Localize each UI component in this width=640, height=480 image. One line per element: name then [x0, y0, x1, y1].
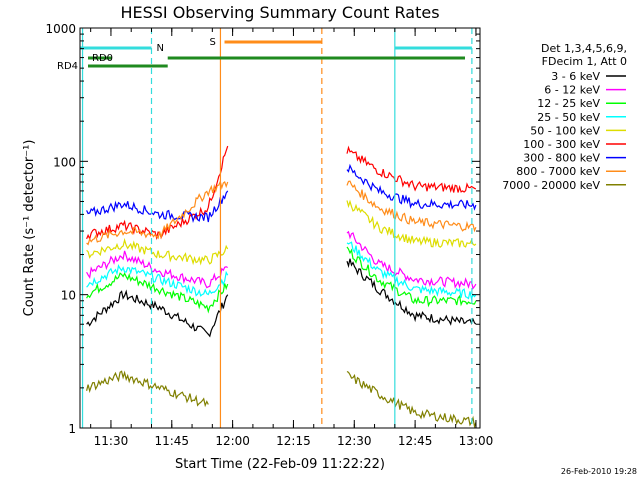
s-label: S	[209, 37, 215, 48]
markers-layer: N S RD0 RD4	[57, 28, 473, 428]
y-tick-label-0: 1	[68, 422, 76, 436]
series-line-1-seg1	[346, 230, 477, 290]
legend-label-1: 6 - 12 keV	[544, 84, 600, 97]
y-tick-label-1: 10	[61, 289, 76, 303]
series-line-5-seg1	[346, 145, 477, 194]
legend-label-5: 100 - 300 keV	[523, 138, 600, 151]
series-line-7-seg1	[346, 180, 477, 233]
series-line-0-seg1	[346, 258, 477, 326]
series-line-4-seg0	[86, 237, 229, 266]
legend-label-7: 800 - 7000 keV	[516, 165, 600, 178]
series-line-8-seg0	[86, 370, 209, 408]
x-tick-label-3: 12:15	[276, 434, 311, 448]
footnote-timestamp: 26-Feb-2010 19:28	[561, 467, 637, 476]
legend-header-2: FDecim 1, Att 0	[542, 55, 627, 68]
series-line-6-seg1	[346, 163, 477, 211]
legend-label-2: 12 - 25 keV	[537, 97, 600, 110]
series-line-5-seg0	[86, 145, 229, 241]
legend-header-1: Det 1,3,4,5,6,9,	[541, 42, 627, 55]
plot-frame	[79, 27, 481, 429]
rd0-label: RD0	[92, 53, 113, 64]
legend: Det 1,3,4,5,6,9, FDecim 1, Att 0 3 - 6 k…	[502, 42, 627, 192]
chart-title: HESSI Observing Summary Count Rates	[120, 3, 439, 22]
x-axis-label: Start Time (22-Feb-09 11:22:22)	[175, 457, 385, 472]
rd4-label: RD4	[57, 61, 78, 72]
legend-label-4: 50 - 100 keV	[530, 124, 600, 137]
x-tick-label-2: 12:00	[215, 434, 250, 448]
legend-label-3: 25 - 50 keV	[537, 111, 600, 124]
series-line-7-seg0	[86, 179, 229, 246]
x-tick-label-6: 13:00	[459, 434, 494, 448]
series-line-8-seg1	[346, 370, 477, 429]
series-line-1-seg0	[86, 250, 228, 289]
series-line-2-seg0	[86, 272, 229, 314]
x-tick-label-0: 11:30	[94, 434, 129, 448]
n-label: N	[156, 43, 163, 54]
legend-label-0: 3 - 6 keV	[551, 70, 600, 83]
series-line-2-seg1	[346, 246, 477, 308]
series-line-3-seg0	[86, 263, 229, 297]
series-line-0-seg0	[86, 289, 229, 338]
legend-label-6: 300 - 800 keV	[523, 152, 600, 165]
series-line-4-seg1	[346, 199, 477, 248]
y-axis-label: Count Rate (s⁻¹ detector⁻¹)	[22, 140, 37, 317]
x-tick-label-1: 11:45	[154, 434, 189, 448]
ticks-layer: 11:30 11:45 12:00 12:15 12:30 12:45 13:00 1 10 10…	[45, 22, 493, 448]
series-line-6-seg0	[86, 190, 229, 223]
legend-label-8: 7000 - 20000 keV	[502, 179, 600, 192]
y-tick-label-2: 100	[53, 155, 76, 169]
x-tick-label-5: 12:45	[398, 434, 433, 448]
x-tick-label-4: 12:30	[337, 434, 372, 448]
y-tick-label-3: 1000	[45, 22, 76, 36]
series-layer	[86, 145, 477, 429]
series-line-3-seg1	[346, 241, 477, 301]
